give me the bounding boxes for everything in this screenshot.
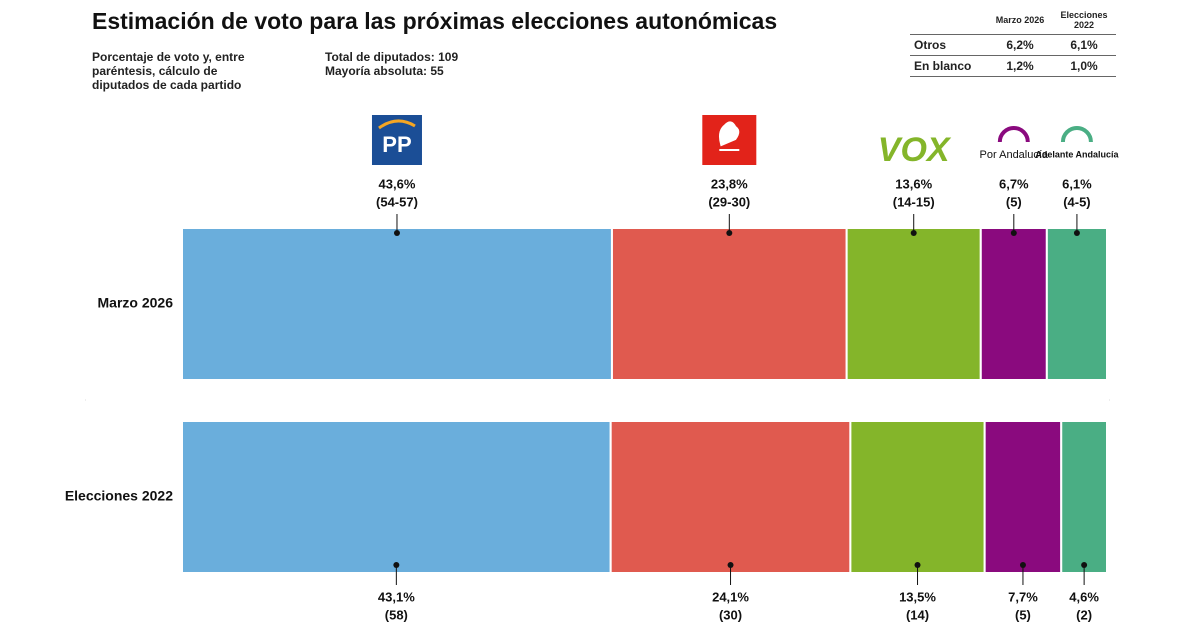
bar-segment bbox=[181, 227, 613, 381]
seat-label: (2) bbox=[1076, 607, 1092, 622]
logo-arc bbox=[378, 119, 416, 130]
leader-dot bbox=[393, 562, 400, 568]
seat-label: (30) bbox=[719, 607, 742, 622]
value-label: 6,7% bbox=[999, 176, 1029, 191]
table-row: En blanco 1,2% 1,0% bbox=[910, 55, 1116, 77]
leader-dot bbox=[393, 230, 400, 236]
cell: En blanco bbox=[910, 55, 988, 77]
value-label: 6,1% bbox=[1062, 176, 1092, 191]
bar-segment bbox=[181, 420, 612, 574]
legend-label: Por Andalucía bbox=[980, 149, 1049, 161]
leader-dot bbox=[726, 230, 733, 236]
subtitle: Porcentaje de voto y, entre paréntesis, … bbox=[92, 50, 245, 92]
logo-arc bbox=[997, 126, 1030, 143]
note: Mayoría absoluta: 55 bbox=[325, 64, 444, 78]
value-label: 4,6% bbox=[1069, 589, 1099, 604]
logo bbox=[371, 115, 422, 165]
column-header: Marzo 2026 bbox=[995, 15, 1045, 25]
leader-dot bbox=[1073, 230, 1080, 236]
leader-dot bbox=[1010, 230, 1017, 236]
note: Total de diputados: 109 bbox=[325, 50, 459, 64]
value-label: 43,1% bbox=[378, 589, 415, 604]
seat-label: (58) bbox=[385, 607, 408, 622]
legend-label: PP bbox=[382, 132, 411, 157]
bar-segment bbox=[845, 227, 982, 381]
seat-label: (4-5) bbox=[1063, 194, 1090, 209]
legend-label: VOX bbox=[878, 131, 952, 169]
value-label: 13,6% bbox=[895, 176, 932, 191]
seat-label: (29-30) bbox=[708, 194, 750, 209]
row-label: Elecciones 2022 bbox=[65, 488, 173, 504]
seat-label: (5) bbox=[1015, 607, 1031, 622]
bar-segment bbox=[979, 227, 1048, 381]
cell: 1,0% bbox=[1052, 55, 1116, 77]
cell: 6,1% bbox=[1052, 34, 1116, 56]
seat-label: (5) bbox=[1006, 194, 1022, 209]
value-label: 23,8% bbox=[711, 176, 748, 191]
value-label: 24,1% bbox=[712, 589, 749, 604]
table-header: Marzo 2026 Elecciones 2022 bbox=[910, 10, 1116, 35]
seat-label: (14) bbox=[906, 607, 929, 622]
chart-title: Estimación de voto para las próximas ele… bbox=[92, 8, 778, 34]
others-table: Marzo 2026 Elecciones 2022 Otros 6,2% 6,… bbox=[910, 10, 1116, 77]
bar-segment bbox=[610, 227, 848, 381]
seat-label: (54-57) bbox=[376, 194, 418, 209]
bar-segment bbox=[609, 420, 852, 574]
bar-segment bbox=[1060, 420, 1109, 574]
value-label: 43,6% bbox=[379, 176, 416, 191]
column-header: Elecciones 2022 bbox=[1060, 10, 1108, 30]
bar-segment bbox=[983, 420, 1063, 574]
leader-dot bbox=[910, 230, 917, 236]
row-label: Marzo 2026 bbox=[98, 295, 174, 311]
bar-segment bbox=[849, 420, 986, 574]
cell: 1,2% bbox=[988, 55, 1052, 77]
leader-dot bbox=[914, 562, 921, 568]
notes: Total de diputados: 109 Mayoría absoluta… bbox=[325, 50, 458, 78]
cell: Otros bbox=[910, 34, 988, 56]
leader-dot bbox=[1081, 562, 1088, 568]
cell: 6,2% bbox=[988, 34, 1052, 56]
value-label: 7,7% bbox=[1008, 589, 1038, 604]
seat-label: (14-15) bbox=[893, 194, 935, 209]
leader-dot bbox=[1019, 562, 1026, 568]
bar-segment bbox=[1045, 227, 1109, 381]
value-label: 13,5% bbox=[899, 589, 936, 604]
legend-label: Adelante Andalucía bbox=[1035, 149, 1119, 159]
logo-rose bbox=[718, 121, 740, 151]
logo-arc bbox=[1060, 126, 1093, 143]
leader-dot bbox=[727, 562, 734, 568]
table-row: Otros 6,2% 6,1% bbox=[910, 34, 1116, 56]
